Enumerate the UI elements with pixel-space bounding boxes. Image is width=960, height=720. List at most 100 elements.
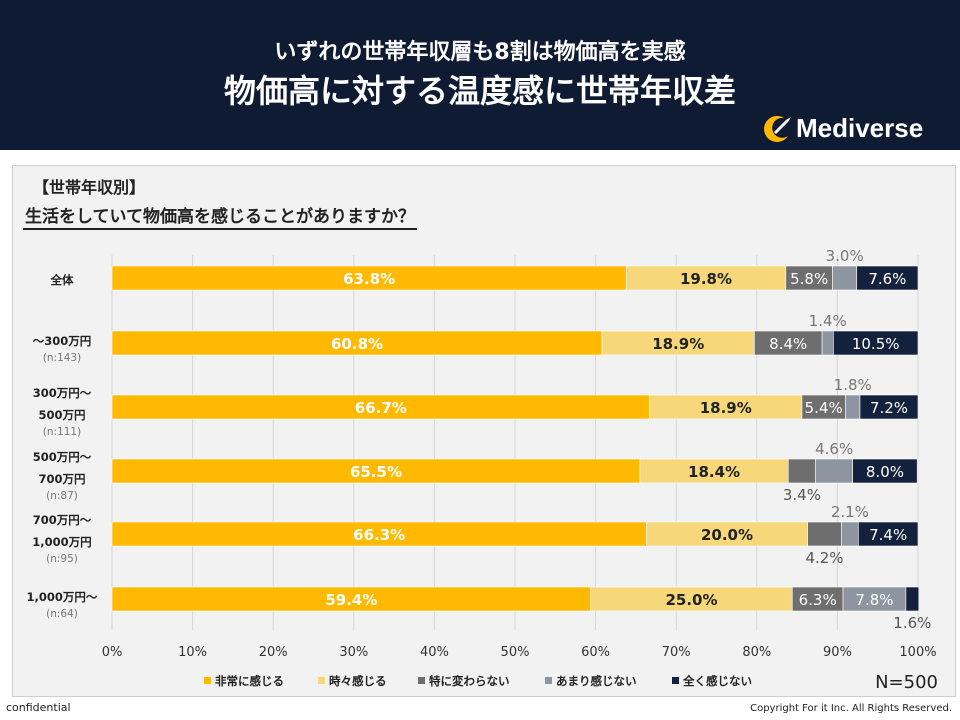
data-label: 65.5% — [350, 463, 402, 481]
bar-segment — [649, 394, 803, 420]
bar-segment — [111, 265, 627, 291]
subtitle: いずれの世帯年収層も8割は物価高を実感 — [274, 40, 686, 65]
bar-segment — [625, 265, 787, 291]
bar-segment — [841, 521, 859, 547]
legend-label: 全く感じない — [682, 674, 752, 688]
confidential-note: confidential — [6, 701, 71, 714]
category-label: 1,000万円～ — [27, 590, 98, 604]
category-n: (n:143) — [43, 352, 81, 364]
legend-swatch — [204, 677, 211, 684]
data-label: 4.6% — [815, 440, 853, 458]
data-label: 8.0% — [866, 463, 904, 481]
data-label: 7.4% — [869, 526, 907, 544]
data-label: 2.1% — [831, 503, 869, 521]
data-label: 8.4% — [769, 335, 807, 353]
x-tick-label: 0% — [102, 645, 123, 660]
data-label: 5.4% — [805, 399, 843, 417]
bar-segment — [833, 330, 919, 356]
legend-label: 非常に感じる — [215, 674, 284, 688]
category-label: 1,000万円 — [32, 535, 91, 549]
bar-segment — [807, 521, 842, 547]
bar-segment — [111, 458, 641, 484]
legend-label: 時々感じる — [329, 674, 387, 688]
x-tick-label: 40% — [420, 645, 449, 660]
x-tick-label: 20% — [259, 645, 288, 660]
legend-swatch — [318, 677, 325, 684]
bar-segment — [845, 394, 861, 420]
legend-swatch — [418, 677, 425, 684]
data-label: 4.2% — [805, 549, 843, 567]
bar-segment — [111, 586, 592, 612]
data-label: 3.4% — [783, 486, 821, 504]
bar-segment — [646, 521, 808, 547]
data-label: 18.9% — [652, 335, 704, 353]
legend-label: 特に変わらない — [429, 674, 510, 688]
x-tick-label: 60% — [581, 645, 610, 660]
data-label: 20.0% — [701, 526, 753, 544]
category-label: ～300万円 — [33, 334, 92, 348]
data-label: 6.3% — [799, 591, 837, 609]
data-label: 1.4% — [809, 312, 847, 330]
data-label: 66.3% — [353, 526, 405, 544]
x-tick-label: 70% — [662, 645, 691, 660]
bar-segment — [754, 330, 823, 356]
legend-label: あまり感じない — [556, 674, 637, 688]
bar-segment — [859, 394, 919, 420]
category-label: 700万円 — [38, 472, 85, 486]
data-label: 25.0% — [665, 591, 717, 609]
bar-segment — [601, 330, 755, 356]
bar-segment — [111, 330, 603, 356]
bar-segment — [821, 330, 834, 356]
data-label: 63.8% — [343, 270, 395, 288]
data-label: 1.8% — [834, 376, 872, 394]
data-label: 7.6% — [868, 270, 906, 288]
data-label: 7.8% — [855, 591, 893, 609]
logo-text: Mediverse — [796, 113, 924, 143]
category-label: 全体 — [50, 273, 74, 287]
data-label: 18.4% — [688, 463, 740, 481]
bar-segment — [111, 394, 650, 420]
bar-segment — [791, 586, 844, 612]
bar-segment — [905, 586, 920, 612]
data-label: 19.8% — [680, 270, 732, 288]
category-n: (n:87) — [46, 490, 78, 502]
bar-segment — [801, 394, 846, 420]
category-n: (n:64) — [46, 608, 78, 620]
category-label: 700万円～ — [33, 513, 92, 527]
category-n: (n:95) — [46, 553, 78, 565]
panel-tag: 【世帯年収別】 — [33, 178, 146, 197]
x-tick-label: 10% — [178, 645, 207, 660]
mediverse-logo: Mediverse — [760, 112, 956, 146]
x-tick-label: 100% — [899, 645, 936, 660]
x-tick-label: 50% — [501, 645, 530, 660]
data-label: 5.8% — [790, 270, 828, 288]
bar-segment — [842, 586, 907, 612]
copyright: Copyright For it Inc. All Rights Reserve… — [750, 703, 952, 714]
data-label: 1.6% — [893, 614, 931, 632]
category-label: 500万円 — [38, 408, 85, 422]
bar-segment — [858, 521, 919, 547]
x-tick-label: 90% — [823, 645, 852, 660]
legend-swatch — [545, 677, 552, 684]
category-label: 500万円～ — [33, 450, 92, 464]
bar-segment — [856, 265, 919, 291]
crescent-rocket-icon — [764, 115, 791, 142]
data-label: 60.8% — [331, 335, 383, 353]
x-tick-label: 30% — [339, 645, 368, 660]
bar-segment — [111, 521, 647, 547]
bar-segment — [832, 265, 858, 291]
x-tick-label: 80% — [742, 645, 771, 660]
bar-segment — [852, 458, 918, 484]
page-title: 物価高に対する温度感に世帯年収差 — [223, 72, 736, 110]
header-banner: いずれの世帯年収層も8割は物価高を実感 物価高に対する温度感に世帯年収差 Med… — [0, 0, 960, 150]
data-label: 10.5% — [852, 335, 900, 353]
category-n: (n:111) — [43, 426, 81, 438]
bar-segment — [815, 458, 854, 484]
survey-question: 生活をしていて物価高を感じることがありますか？ — [23, 202, 417, 230]
category-label: 300万円～ — [33, 386, 92, 400]
bar-segment — [787, 458, 816, 484]
data-label: 66.7% — [355, 399, 407, 417]
sample-size: N=500 — [875, 672, 938, 693]
data-label: 59.4% — [325, 591, 377, 609]
